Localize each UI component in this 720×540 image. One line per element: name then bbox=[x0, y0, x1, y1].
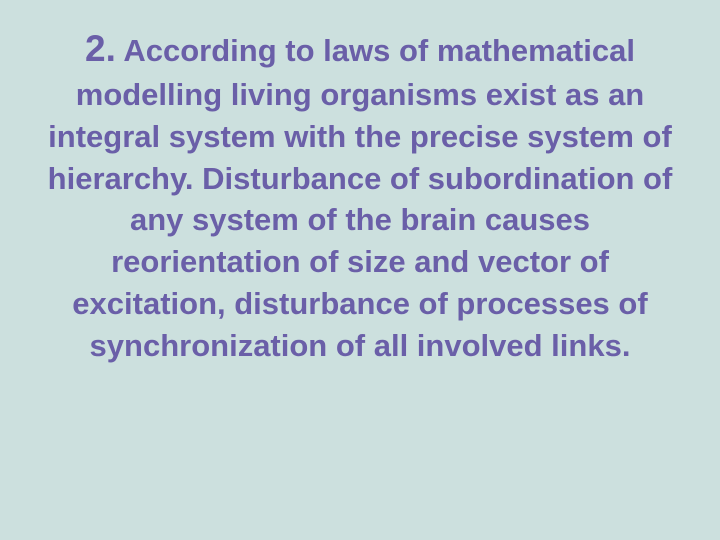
slide-text-block: 2. According to laws of mathematical mod… bbox=[40, 24, 680, 367]
list-number: 2. bbox=[85, 28, 116, 69]
slide: 2. According to laws of mathematical mod… bbox=[0, 0, 720, 540]
slide-body-text: According to laws of mathematical modell… bbox=[48, 33, 673, 363]
